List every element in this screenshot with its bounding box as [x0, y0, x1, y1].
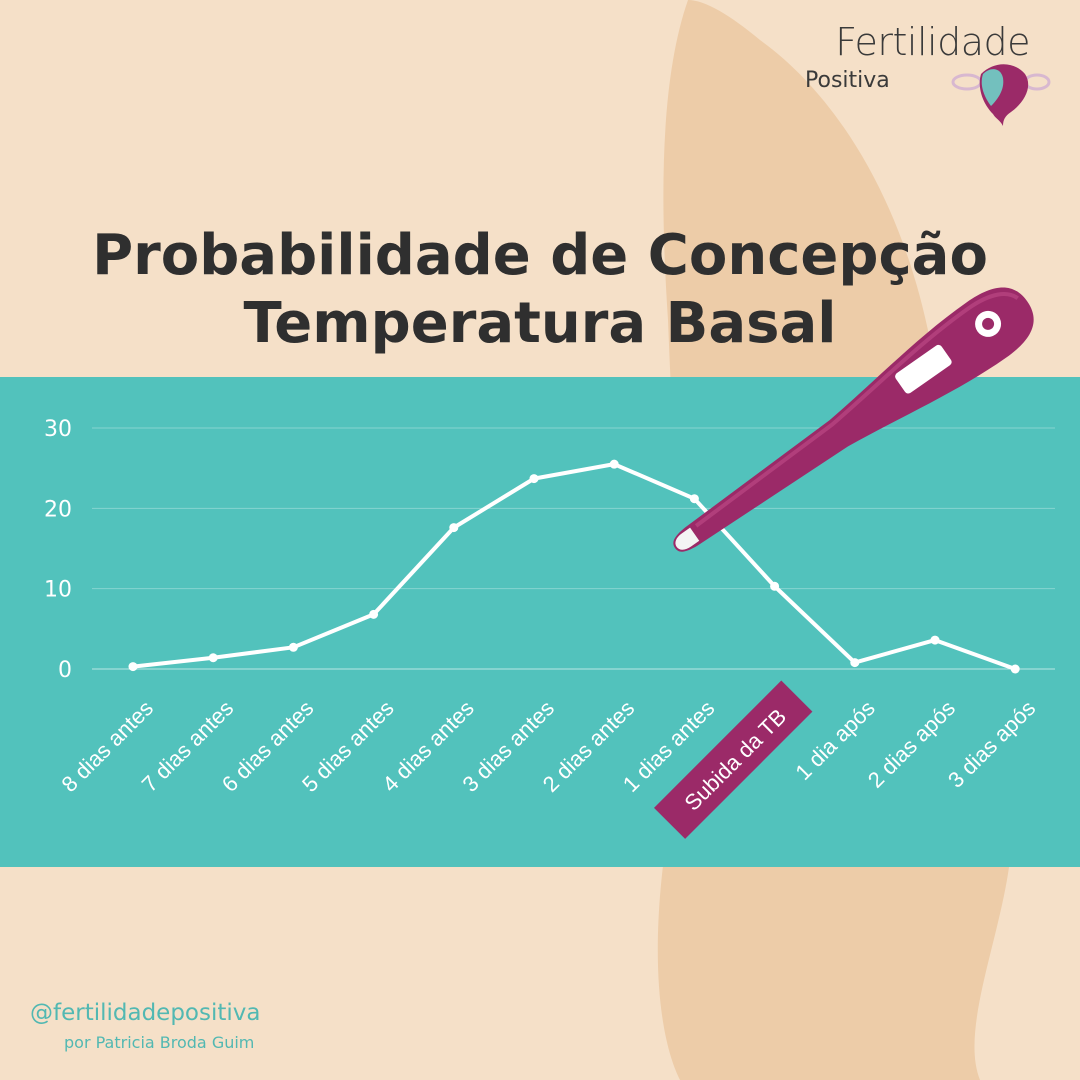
- svg-text:3 dias após: 3 dias após: [943, 695, 1040, 792]
- data-point: [689, 494, 699, 504]
- data-point: [128, 662, 138, 672]
- chart-band: [0, 377, 1080, 867]
- highlight-badge: [654, 680, 813, 839]
- data-point: [770, 581, 780, 591]
- data-point: [850, 658, 860, 668]
- instagram-handle: @fertilidadepositiva: [30, 1000, 261, 1026]
- data-point: [609, 459, 619, 469]
- data-point: [1010, 664, 1020, 674]
- data-point: [208, 653, 218, 663]
- data-point: [288, 642, 298, 652]
- data-point: [369, 609, 379, 619]
- y-tick-label: 20: [44, 497, 72, 522]
- uterus-logo-icon: [951, 64, 1051, 126]
- y-tick-label: 30: [44, 417, 72, 442]
- thermometer-icon: [673, 287, 1034, 552]
- brand-subname: Positiva: [805, 68, 890, 93]
- y-tick-label: 0: [58, 658, 72, 683]
- y-tick-label: 10: [44, 578, 72, 603]
- data-point: [529, 474, 539, 484]
- data-point: [449, 523, 459, 533]
- chart-title-line1: Probabilidade de Concepção: [92, 223, 988, 288]
- chart-title-line2: Temperatura Basal: [243, 291, 837, 356]
- brand-name: Fertilidade: [835, 20, 1030, 64]
- series-line: [131, 462, 1018, 671]
- brand-logo: Fertilidade Positiva: [755, 20, 1055, 130]
- x-tick-label: 3 dias após: [943, 695, 1040, 792]
- highlight-x-label: Subida da TB: [654, 680, 813, 839]
- author-credit: por Patricia Broda Guim: [64, 1033, 255, 1052]
- data-point: [930, 635, 940, 645]
